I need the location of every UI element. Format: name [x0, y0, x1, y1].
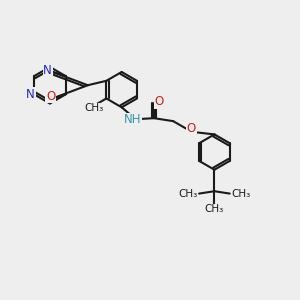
Text: CH₃: CH₃ [205, 205, 224, 214]
Text: CH₃: CH₃ [84, 103, 103, 113]
Text: O: O [154, 95, 164, 108]
Text: N: N [26, 88, 35, 101]
Text: N: N [44, 64, 52, 77]
Text: O: O [187, 122, 196, 135]
Text: CH₃: CH₃ [231, 189, 250, 199]
Text: CH₃: CH₃ [178, 189, 198, 199]
Text: NH: NH [124, 113, 142, 126]
Text: O: O [46, 90, 55, 103]
